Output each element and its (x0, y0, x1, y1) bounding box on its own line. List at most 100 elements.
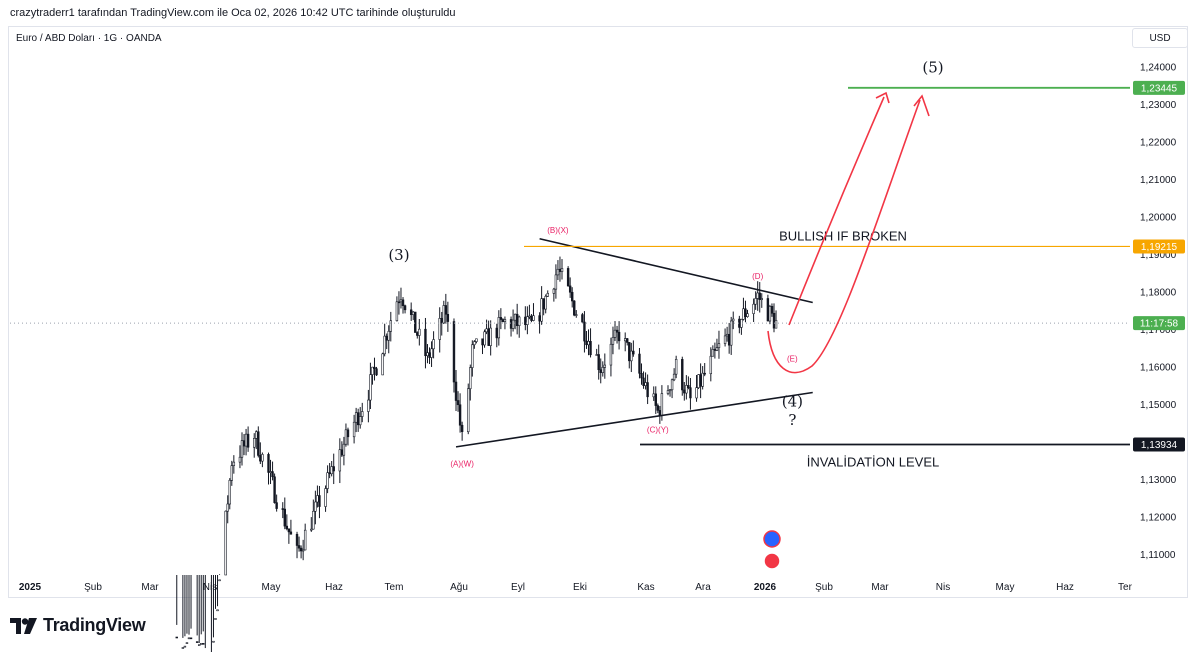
candle-down[interactable] (267, 454, 270, 473)
candle-up[interactable] (609, 343, 613, 366)
candle-down[interactable] (242, 440, 246, 447)
candle-down[interactable] (458, 404, 462, 426)
candle-up[interactable] (518, 316, 521, 327)
candle-down[interactable] (440, 318, 443, 324)
candle-up[interactable] (513, 313, 517, 321)
candle-down[interactable] (501, 319, 505, 322)
candle-down[interactable] (542, 298, 545, 310)
candle-down[interactable] (275, 502, 278, 509)
candle-up[interactable] (473, 341, 476, 346)
candle-down[interactable] (460, 424, 464, 433)
candle-up[interactable] (432, 339, 435, 350)
candle-down[interactable] (246, 433, 250, 448)
candle-down[interactable] (257, 431, 260, 456)
candle-down[interactable] (656, 405, 660, 411)
candle-up[interactable] (666, 390, 670, 394)
candle-down[interactable] (340, 449, 344, 456)
candle-up[interactable] (361, 411, 364, 417)
candle-down[interactable] (428, 352, 431, 358)
candle-up[interactable] (261, 454, 264, 462)
tradingview-logo[interactable]: TradingView (10, 615, 146, 636)
candle-up[interactable] (352, 421, 356, 438)
candle-up[interactable] (244, 433, 248, 447)
candle-up[interactable] (310, 528, 313, 531)
candle-down[interactable] (318, 495, 321, 507)
candle-up[interactable] (630, 350, 633, 362)
candle-up[interactable] (774, 320, 778, 329)
candle-up[interactable] (695, 387, 698, 399)
candle-up[interactable] (326, 472, 329, 489)
candle-up[interactable] (613, 329, 617, 338)
candle-down[interactable] (271, 471, 274, 478)
candle-down[interactable] (538, 315, 541, 322)
candle-up[interactable] (526, 316, 529, 325)
candle-up[interactable] (399, 299, 403, 303)
candle-up[interactable] (324, 488, 327, 507)
candle-down[interactable] (744, 308, 747, 317)
candle-up[interactable] (387, 330, 390, 341)
candle-down[interactable] (654, 393, 657, 406)
candle-up[interactable] (214, 618, 217, 620)
candle-up[interactable] (603, 364, 607, 368)
candle-down[interactable] (581, 314, 584, 323)
candle-down[interactable] (444, 305, 448, 315)
candle-down[interactable] (628, 342, 631, 362)
candle-up[interactable] (475, 338, 478, 342)
candle-down[interactable] (558, 268, 562, 272)
candle-up[interactable] (674, 359, 678, 375)
candle-down[interactable] (346, 429, 350, 438)
candle-down[interactable] (703, 372, 706, 375)
candle-down[interactable] (401, 299, 405, 306)
candle-up[interactable] (729, 320, 733, 346)
candle-down[interactable] (642, 377, 645, 386)
candle-down[interactable] (658, 410, 662, 416)
currency-selector[interactable]: USD (1132, 28, 1188, 48)
candle-up[interactable] (200, 643, 203, 645)
candle-down[interactable] (281, 508, 284, 510)
candle-up[interactable] (367, 399, 370, 412)
candle-up[interactable] (709, 355, 713, 375)
candle-down[interactable] (414, 311, 417, 333)
candle-up[interactable] (611, 337, 615, 345)
candle-down[interactable] (770, 306, 774, 314)
candle-down[interactable] (273, 476, 276, 503)
candle-up[interactable] (540, 298, 543, 322)
candle-down[interactable] (397, 301, 401, 304)
candle-down[interactable] (499, 317, 503, 320)
candle-down[interactable] (681, 359, 684, 391)
symbol-title[interactable]: Euro / ABD Doları · 1G · OANDA (16, 33, 162, 44)
candle-up[interactable] (471, 344, 474, 368)
candle-down[interactable] (356, 412, 360, 426)
candle-down[interactable] (646, 382, 649, 398)
candle-up[interactable] (412, 311, 415, 315)
candle-up[interactable] (756, 292, 759, 299)
candle-down[interactable] (373, 366, 376, 370)
candle-down[interactable] (495, 327, 498, 339)
candle-up[interactable] (430, 348, 433, 358)
candle-up[interactable] (575, 314, 578, 316)
candle-down[interactable] (385, 335, 388, 341)
candle-up[interactable] (185, 642, 189, 644)
candle-up[interactable] (228, 479, 231, 505)
candle-down[interactable] (772, 312, 776, 329)
candle-up[interactable] (672, 373, 676, 381)
candle-up[interactable] (181, 647, 185, 649)
candle-down[interactable] (416, 332, 419, 336)
candle-up[interactable] (715, 347, 719, 351)
candle-up[interactable] (711, 349, 715, 357)
candle-down[interactable] (481, 338, 484, 346)
candle-down[interactable] (727, 333, 731, 346)
candle-up[interactable] (467, 388, 470, 433)
candle-up[interactable] (312, 510, 315, 530)
candle-up[interactable] (489, 327, 492, 346)
candle-down[interactable] (530, 315, 533, 321)
candle-up[interactable] (623, 338, 627, 342)
candle-up[interactable] (768, 306, 772, 322)
candle-down[interactable] (713, 349, 717, 351)
chart-frame[interactable] (8, 26, 1188, 598)
candle-up[interactable] (224, 510, 227, 576)
candle-up[interactable] (232, 461, 236, 466)
candle-up[interactable] (383, 335, 386, 355)
candle-up[interactable] (395, 301, 399, 322)
candle-down[interactable] (585, 340, 588, 346)
